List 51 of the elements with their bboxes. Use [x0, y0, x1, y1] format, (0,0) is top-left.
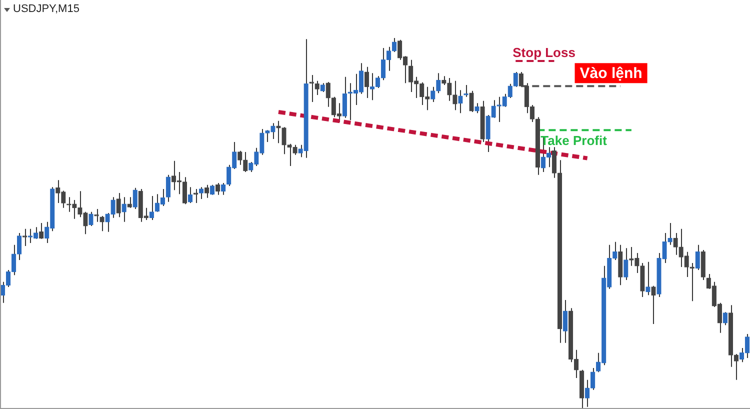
candlestick — [364, 66, 370, 98]
candlestick — [469, 90, 474, 112]
candlestick — [734, 353, 739, 380]
candlestick — [282, 126, 286, 155]
candlestick — [221, 182, 226, 196]
candlestick — [243, 151, 248, 172]
candlestick — [204, 184, 210, 198]
candlestick — [452, 80, 458, 111]
candlestick — [700, 250, 706, 280]
candlestick — [640, 262, 645, 298]
candlestick — [436, 72, 441, 94]
candlestick — [584, 379, 590, 408]
series-label: Vào lệnh — [580, 65, 642, 82]
candlestick — [188, 186, 193, 204]
candlestick — [590, 368, 596, 390]
candlestick — [100, 215, 104, 232]
candlestick — [392, 38, 397, 53]
candlestick — [326, 82, 330, 108]
candlestick — [198, 186, 204, 200]
candlestick — [552, 146, 557, 178]
candlestick — [651, 285, 656, 325]
candlestick — [39, 222, 44, 240]
candlestick — [518, 72, 524, 88]
series-label: Stop Loss — [512, 44, 576, 60]
chart-title: USDJPY,M15 — [13, 3, 80, 15]
candlestick — [116, 192, 121, 218]
candlestick — [182, 176, 188, 205]
candlestick — [618, 244, 623, 286]
candlestick — [430, 86, 436, 103]
candlestick — [276, 120, 281, 144]
candlestick — [464, 84, 468, 98]
candlestick — [314, 80, 320, 96]
candlestick — [166, 174, 171, 202]
candlestick — [562, 299, 568, 344]
candlestick — [88, 211, 94, 226]
candlestick — [210, 184, 215, 196]
candlestick — [646, 261, 650, 296]
candlestick — [722, 312, 728, 326]
candlestick — [22, 228, 28, 246]
candlestick — [16, 232, 22, 260]
candlestick — [513, 72, 518, 88]
candlestick — [238, 150, 242, 166]
candlestick — [695, 244, 700, 270]
candlestick — [458, 90, 463, 114]
candlestick — [132, 187, 138, 210]
candlestick — [673, 232, 678, 256]
candlestick — [216, 182, 220, 196]
candlestick — [474, 102, 480, 114]
candlestick — [342, 76, 347, 118]
candlestick — [149, 195, 154, 221]
candlestick — [624, 248, 628, 280]
